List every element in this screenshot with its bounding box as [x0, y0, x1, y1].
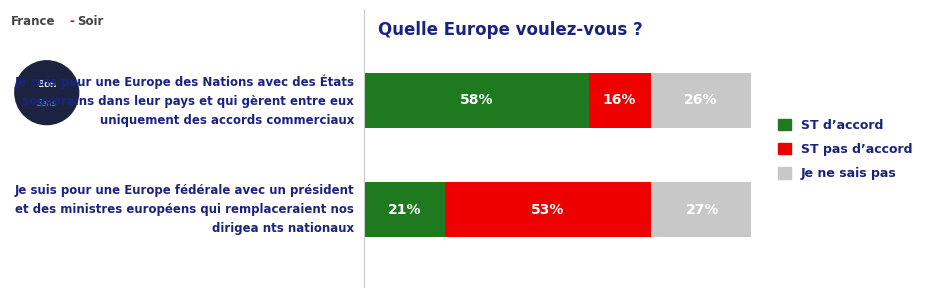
- Text: Quelle Europe voulez-vous ?: Quelle Europe voulez-vous ?: [378, 21, 642, 39]
- Text: Sens: Sens: [37, 99, 57, 108]
- Text: 27%: 27%: [685, 202, 718, 216]
- Text: 53%: 53%: [531, 202, 564, 216]
- Text: Soir: Soir: [77, 15, 104, 28]
- Text: Je suis pour une Europe fédérale avec un président
et des ministres européens qu: Je suis pour une Europe fédérale avec un…: [15, 184, 354, 235]
- Text: 21%: 21%: [387, 202, 421, 216]
- Text: 16%: 16%: [602, 93, 635, 107]
- Text: Je suis pour une Europe des Nations avec des États
souverains dans leur pays et : Je suis pour une Europe des Nations avec…: [14, 74, 354, 126]
- Text: France: France: [11, 15, 56, 28]
- Text: -: -: [69, 15, 74, 28]
- Bar: [363, 182, 445, 237]
- Text: 26%: 26%: [683, 93, 716, 107]
- Bar: [649, 182, 754, 237]
- Circle shape: [15, 61, 78, 125]
- Bar: [445, 182, 649, 237]
- Bar: [588, 73, 649, 128]
- Text: Bon: Bon: [37, 80, 57, 89]
- Bar: [363, 73, 588, 128]
- Bar: [649, 73, 750, 128]
- Legend: ST d’accord, ST pas d’accord, Je ne sais pas: ST d’accord, ST pas d’accord, Je ne sais…: [772, 114, 916, 185]
- Text: 58%: 58%: [459, 93, 493, 107]
